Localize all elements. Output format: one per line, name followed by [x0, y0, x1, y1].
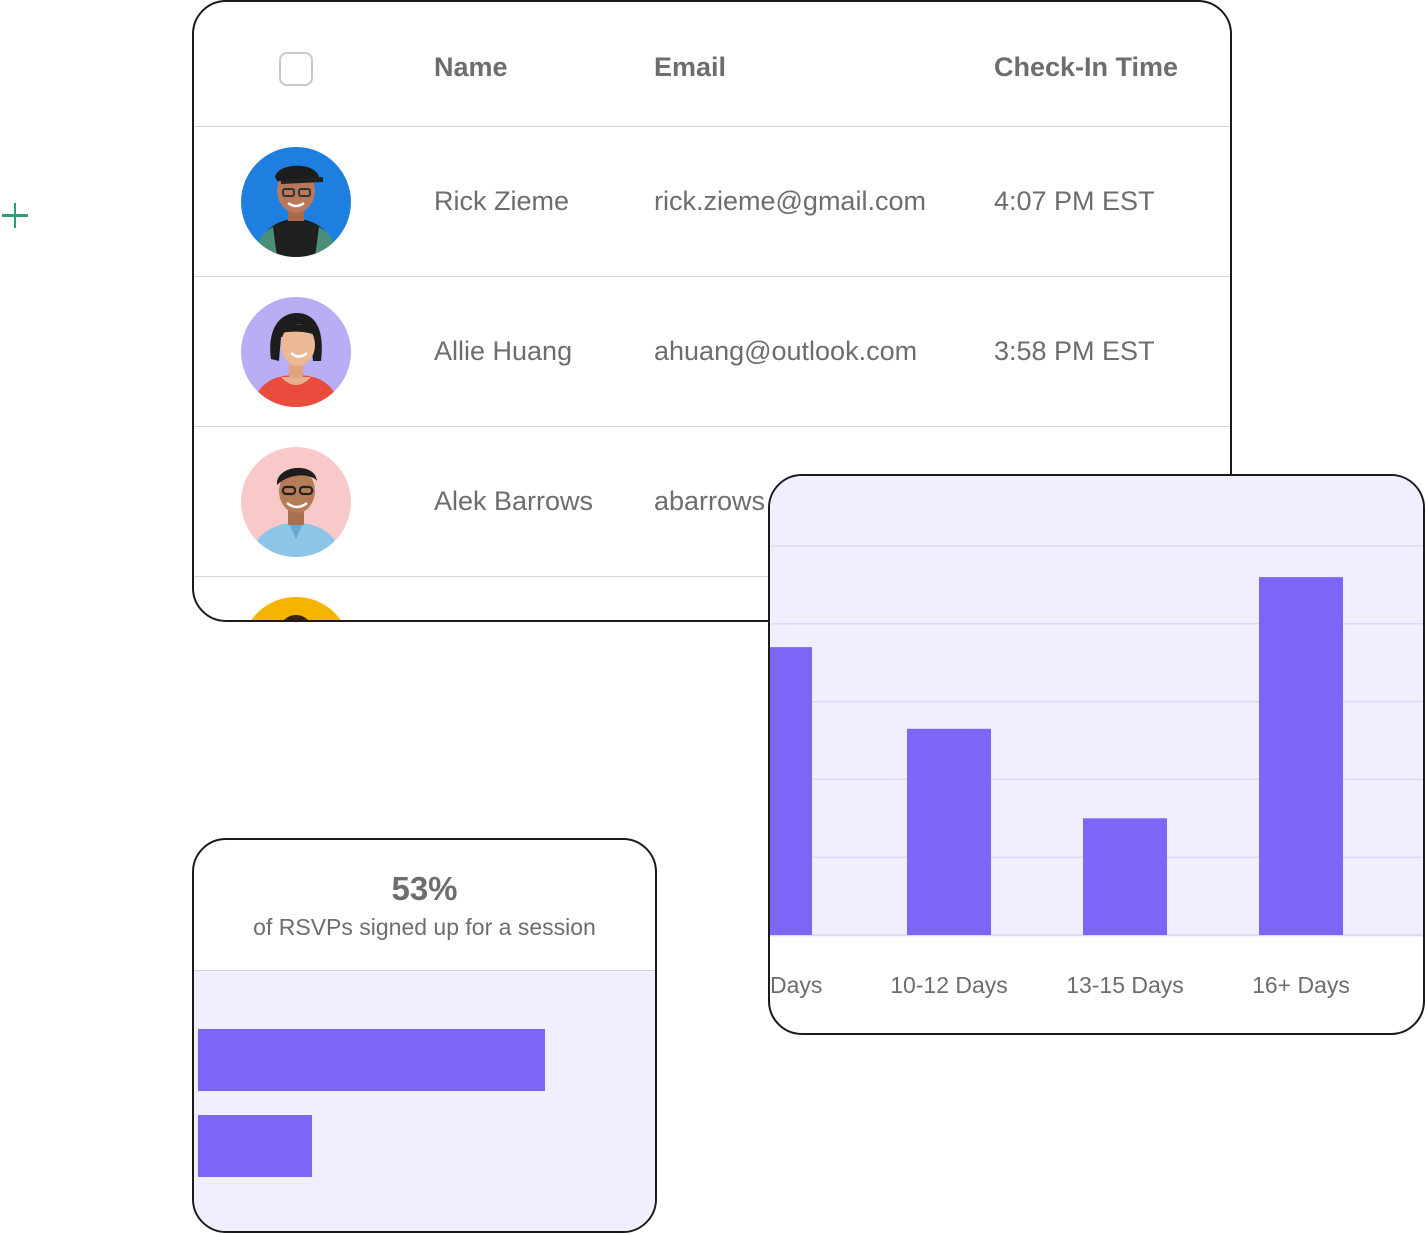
- bar-16-days: [1259, 577, 1343, 935]
- rsvp-summary: 53% of RSVPs signed up for a session: [194, 840, 655, 971]
- column-header-email[interactable]: Email: [654, 52, 727, 82]
- avatar: [241, 147, 351, 257]
- attendee-email: ahuang@outlook.com: [654, 336, 918, 366]
- bar-chart: Days 10-12 Days 13-15 Days 16+ Days: [770, 476, 1423, 998]
- x-tick-label: 13-15 Days: [1066, 972, 1184, 998]
- attendee-name: Allie Huang: [434, 336, 573, 366]
- x-tick-label: 10-12 Days: [890, 972, 1008, 998]
- table-header: Name Email Check-In Time: [194, 2, 1230, 127]
- bar-10-12-days: [907, 728, 991, 935]
- table-row[interactable]: Rick Zieme rick.zieme@gmail.com 4:07 PM …: [194, 126, 1230, 277]
- bar-chart-card: Days 10-12 Days 13-15 Days 16+ Days: [768, 474, 1425, 1035]
- plus-icon: [0, 200, 30, 230]
- table-row[interactable]: [194, 576, 1230, 620]
- bar-days: [770, 647, 812, 935]
- x-tick-label: Days: [770, 972, 822, 998]
- avatar: [241, 297, 351, 407]
- rsvp-bar-signed-up: [198, 1029, 546, 1091]
- table-row[interactable]: Allie Huang ahuang@outlook.com 3:58 PM E…: [194, 276, 1230, 427]
- avatar: [241, 447, 351, 557]
- table-row[interactable]: Alek Barrows abarrows: [194, 426, 1230, 577]
- attendee-checkin-time: 4:07 PM EST: [994, 186, 1155, 216]
- rsvp-caption: of RSVPs signed up for a session: [253, 914, 596, 940]
- attendee-email: abarrows: [654, 486, 766, 516]
- x-tick-label: 16+ Days: [1252, 972, 1350, 998]
- rsvp-summary-card: 53% of RSVPs signed up for a session: [192, 838, 657, 1233]
- bar-13-15-days: [1083, 818, 1167, 935]
- attendee-name: Rick Zieme: [434, 186, 570, 216]
- select-all-checkbox[interactable]: [279, 52, 313, 86]
- attendee-checkin-time: 3:58 PM EST: [994, 336, 1155, 366]
- attendee-table: Name Email Check-In Time Rick Zieme rick…: [192, 0, 1232, 622]
- rsvp-bars-area: [194, 971, 655, 1231]
- rsvp-bar-secondary: [198, 1115, 313, 1177]
- attendee-email: rick.zieme@gmail.com: [654, 186, 926, 216]
- attendee-name: Alek Barrows: [434, 486, 594, 516]
- column-header-checkin-time[interactable]: Check-In Time: [994, 52, 1179, 82]
- column-header-name[interactable]: Name: [434, 52, 508, 82]
- avatar: [241, 597, 351, 620]
- rsvp-percent: 53%: [391, 870, 458, 907]
